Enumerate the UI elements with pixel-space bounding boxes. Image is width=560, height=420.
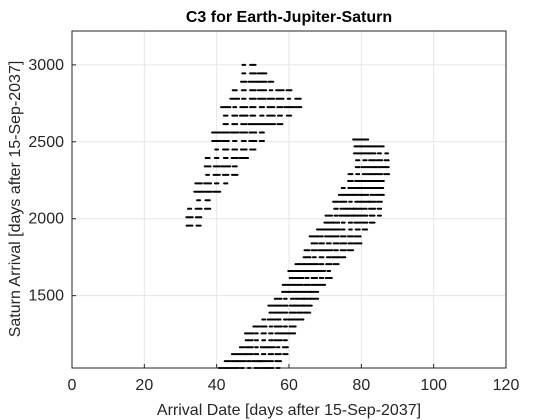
grid [71, 31, 507, 368]
x-axis-ticks: 0 20 40 60 80 100 120 [68, 364, 520, 394]
chart-title: C3 for Earth-Jupiter-Saturn [186, 9, 392, 26]
y-tick-label: 2500 [28, 134, 64, 151]
x-tick-label: 20 [135, 377, 153, 394]
x-tick-label: 120 [493, 377, 520, 394]
x-tick-label: 40 [208, 377, 226, 394]
x-tick-label: 80 [352, 377, 370, 394]
x-tick-label: 0 [68, 377, 77, 394]
data-points [185, 63, 391, 369]
y-tick-label: 1500 [28, 288, 64, 305]
y-axis-label: Saturn Arrival [days after 15-Sep-2037] [7, 61, 24, 338]
x-tick-label: 60 [280, 377, 298, 394]
y-tick-label: 3000 [28, 57, 64, 74]
y-tick-label: 2000 [28, 211, 64, 228]
x-axis-label: Arrival Date [days after 15-Sep-2037] [157, 402, 421, 419]
y-axis-ticks: 1500 2000 2500 3000 [28, 57, 76, 305]
x-tick-label: 100 [420, 377, 447, 394]
